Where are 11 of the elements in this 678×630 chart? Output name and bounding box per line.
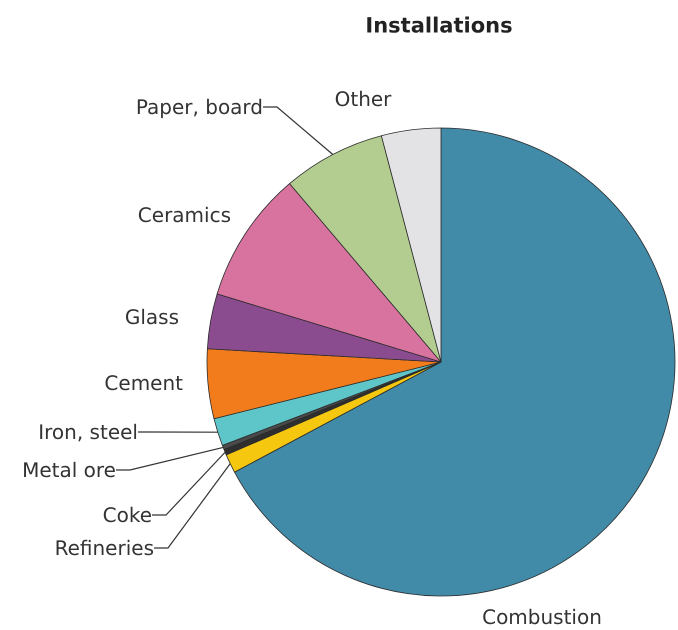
- slice-label: Ceramics: [138, 203, 231, 227]
- slice-label: Other: [334, 87, 392, 111]
- slice-label: Combustion: [482, 605, 602, 629]
- slice-label: Glass: [124, 305, 179, 329]
- slice-label: Coke: [102, 503, 152, 527]
- slice-label: Metal ore: [22, 458, 116, 482]
- chart-title: Installations: [365, 14, 513, 38]
- slice-label: Refineries: [54, 536, 154, 560]
- slice-label: Cement: [104, 371, 184, 395]
- slice-label: Iron, steel: [38, 420, 138, 444]
- slice-label: Paper, board: [136, 95, 263, 119]
